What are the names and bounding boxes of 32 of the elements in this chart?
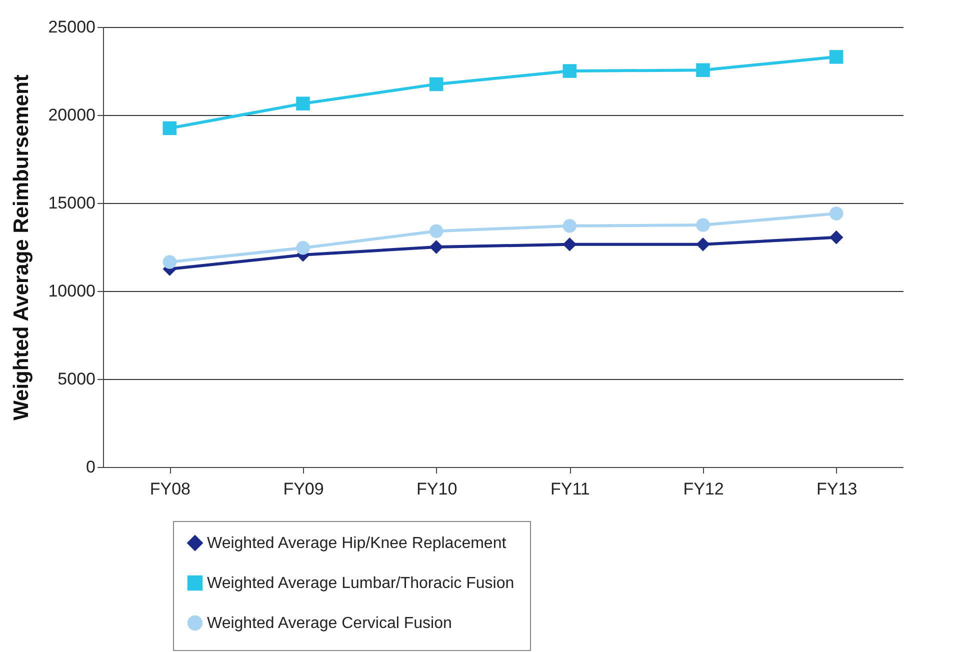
point	[829, 50, 844, 64]
y-axis-title: Weighted Average Reimbursement	[10, 74, 34, 420]
point	[296, 241, 310, 255]
point	[562, 64, 577, 78]
x-tick-label: FY13	[816, 480, 858, 498]
point	[562, 219, 577, 233]
point	[829, 206, 844, 220]
legend-label: Weighted Average Lumbar/Thoracic Fusion	[207, 575, 514, 592]
point	[429, 224, 444, 238]
point	[696, 63, 710, 78]
point	[829, 230, 844, 244]
x-tick-label: FY09	[283, 480, 324, 498]
x-tick-label: FY10	[416, 480, 458, 498]
y-tick-label: 5000	[58, 370, 96, 388]
y-tick-label: 10000	[48, 282, 96, 300]
x-tick-label: FY08	[150, 480, 190, 498]
legend-label: Weighted Average Hip/Knee Replacement	[207, 535, 507, 552]
point	[562, 237, 577, 252]
x-tick-label: FY12	[683, 480, 724, 498]
point	[429, 77, 444, 92]
y-tick-label: 0	[86, 458, 96, 476]
point	[162, 121, 177, 136]
point	[429, 240, 444, 254]
point	[296, 96, 310, 110]
legend-label: Weighted Average Cervical Fusion	[207, 615, 452, 632]
y-tick-label: 15000	[48, 194, 96, 212]
y-tick-label: 20000	[48, 106, 96, 124]
point	[696, 237, 710, 252]
point	[696, 218, 710, 232]
y-tick-label: 25000	[48, 18, 96, 36]
x-tick-label: FY11	[550, 480, 590, 498]
point	[162, 255, 177, 269]
